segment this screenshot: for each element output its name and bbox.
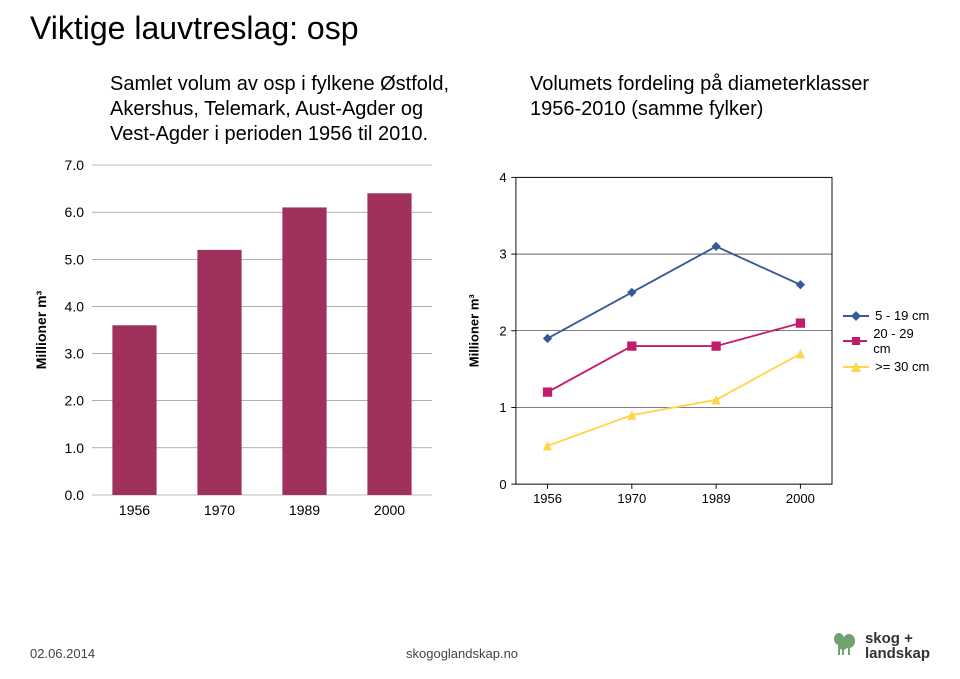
svg-text:Millioner m³: Millioner m³ — [33, 290, 49, 369]
line-chart: 0 1 2 3 4 Millioner m³ 1956 1970 1989 2000 5 - 19… — [462, 157, 930, 525]
svg-text:1: 1 — [499, 400, 506, 415]
legend-label: 20 - 29 cm — [873, 326, 930, 356]
bar — [282, 207, 326, 495]
svg-text:1970: 1970 — [204, 502, 235, 518]
legend-item: 5 - 19 cm — [843, 308, 930, 323]
page-title: Viktige lauvtreslag: osp — [30, 10, 930, 47]
svg-text:1956: 1956 — [119, 502, 150, 518]
svg-text:2: 2 — [499, 323, 506, 338]
footer-site: skogoglandskap.no — [406, 646, 518, 661]
subtitle-left: Samlet volum av osp i fylkene Østfold, A… — [110, 72, 470, 147]
svg-text:1989: 1989 — [702, 491, 731, 506]
footer-logo: skog + landskap — [829, 631, 930, 661]
bar — [367, 193, 411, 495]
svg-text:Millioner m³: Millioner m³ — [467, 294, 482, 368]
logo-line2: landskap — [865, 646, 930, 661]
svg-text:3.0: 3.0 — [65, 346, 85, 362]
subtitle-right: Volumets fordeling på diameterklasser 19… — [530, 72, 890, 147]
tree-logo-icon — [829, 631, 859, 661]
svg-text:3: 3 — [499, 247, 506, 262]
svg-text:1989: 1989 — [289, 502, 320, 518]
legend-item: >= 30 cm — [843, 359, 930, 374]
legend-label: >= 30 cm — [875, 359, 929, 374]
svg-text:1.0: 1.0 — [65, 440, 85, 456]
svg-text:0: 0 — [499, 477, 506, 492]
svg-text:6.0: 6.0 — [65, 204, 85, 220]
footer-date: 02.06.2014 — [30, 646, 95, 661]
bar — [112, 325, 156, 495]
svg-text:5.0: 5.0 — [65, 251, 85, 267]
legend-label: 5 - 19 cm — [875, 308, 929, 323]
svg-text:2000: 2000 — [374, 502, 405, 518]
svg-text:7.0: 7.0 — [65, 157, 85, 173]
bar-chart: 0.0 1.0 2.0 3.0 4.0 5.0 6.0 7.0 Millioner m³ 1956… — [30, 157, 442, 525]
line-chart-legend: 5 - 19 cm 20 - 29 cm >= 30 cm — [843, 305, 930, 377]
svg-text:1956: 1956 — [533, 491, 562, 506]
svg-text:2.0: 2.0 — [65, 393, 85, 409]
legend-item: 20 - 29 cm — [843, 326, 930, 356]
svg-text:0.0: 0.0 — [65, 487, 85, 503]
bar — [197, 250, 241, 495]
svg-text:1970: 1970 — [617, 491, 646, 506]
svg-text:2000: 2000 — [786, 491, 815, 506]
logo-line1: skog + — [865, 631, 930, 646]
svg-text:4.0: 4.0 — [65, 298, 85, 314]
svg-text:4: 4 — [499, 170, 506, 185]
